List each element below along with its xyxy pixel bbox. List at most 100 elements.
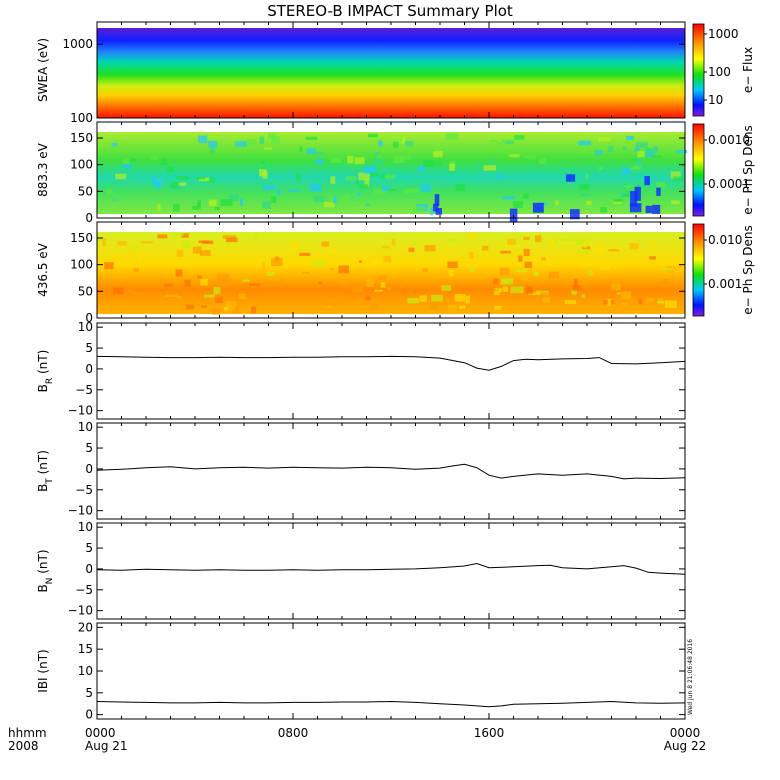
pixel-cell xyxy=(357,283,364,289)
pixel-cell xyxy=(548,271,560,279)
pixel-cell xyxy=(228,305,235,311)
footer-timestamp: Wed Jun 8 21:06:48 2016 xyxy=(687,639,694,715)
pixel-cell xyxy=(374,289,383,292)
pixel-cell xyxy=(496,174,504,178)
pixel-cell xyxy=(375,152,379,155)
y-tick-label: 5 xyxy=(85,441,93,455)
series-line-4 xyxy=(96,355,686,371)
colorbar-tick-label: 0.0010 xyxy=(708,133,750,147)
pixel-cell xyxy=(251,306,257,314)
axes-frame xyxy=(96,322,686,420)
colorbar-tick-label: 10 xyxy=(708,93,723,107)
pixel-cell xyxy=(638,298,643,305)
pixel-cell xyxy=(581,294,586,298)
pixel-cell xyxy=(370,260,381,266)
pixel-cell xyxy=(180,233,189,238)
pixel-cell xyxy=(184,279,191,287)
pixel-cell xyxy=(401,137,406,144)
pixel-cell xyxy=(249,283,261,286)
pixel-cell xyxy=(208,141,218,148)
pixel-cell xyxy=(107,190,111,195)
pixel-cell xyxy=(312,261,325,267)
pixel-cell xyxy=(327,249,337,255)
pixel-cell xyxy=(208,199,217,207)
pitch-angle-map-2 xyxy=(97,232,685,314)
x-tick-label: 0000 xyxy=(670,726,701,740)
y-tick-label: 15 xyxy=(78,642,93,656)
pixel-cell xyxy=(482,245,489,251)
pixel-cell xyxy=(424,245,436,252)
pixel-cell xyxy=(625,135,634,140)
pixel-cell xyxy=(677,265,683,268)
y-tick-label: 10 xyxy=(78,320,93,334)
pixel-cell xyxy=(200,293,207,298)
pixel-cell xyxy=(555,200,559,205)
pixel-cell xyxy=(267,273,273,276)
pixel-cell xyxy=(112,198,117,201)
pixel-cell xyxy=(267,271,276,275)
pixel-cell xyxy=(469,266,474,273)
pixel-cell xyxy=(199,297,212,301)
pixel-cell xyxy=(661,268,674,271)
pixel-cell xyxy=(347,155,354,164)
pixel-cell xyxy=(382,246,390,249)
low-density-spot xyxy=(570,209,580,220)
pixel-cell xyxy=(329,195,334,203)
swea-spectrogram xyxy=(97,28,685,118)
pixel-cell xyxy=(510,286,524,294)
pixel-cell xyxy=(373,158,383,166)
y-tick-label: 10 xyxy=(78,664,93,678)
pixel-cell xyxy=(176,249,184,258)
pixel-cell xyxy=(210,147,215,154)
pixel-cell xyxy=(176,296,182,299)
pixel-cell xyxy=(330,268,334,271)
footer-end-day: Aug 22 xyxy=(664,739,707,753)
pixel-cell xyxy=(502,196,515,200)
pixel-cell xyxy=(122,158,129,165)
pixel-cell xyxy=(514,135,525,140)
pixel-cell xyxy=(318,284,322,288)
pixel-cell xyxy=(290,241,300,250)
pixel-cell xyxy=(111,142,118,147)
pixel-cell xyxy=(393,141,399,148)
pixel-cell xyxy=(306,148,316,155)
pixel-cell xyxy=(299,146,303,152)
pixel-cell xyxy=(580,149,587,154)
pixel-cell xyxy=(526,286,533,294)
pixel-cell xyxy=(611,283,621,291)
pixel-cell xyxy=(261,160,265,165)
y-tick-label: 1000 xyxy=(62,37,93,51)
pixel-cell xyxy=(524,261,532,268)
y-tick-label: 0 xyxy=(85,462,93,476)
pixel-cell xyxy=(214,206,221,211)
x-tick-label: 0000 xyxy=(85,726,116,740)
pixel-cell xyxy=(613,201,622,204)
low-density-spot xyxy=(652,204,661,214)
pixel-cell xyxy=(523,236,530,241)
pixel-cell xyxy=(561,238,574,241)
pixel-cell xyxy=(634,147,640,152)
pixel-cell xyxy=(512,201,523,208)
pixel-cell xyxy=(345,283,349,290)
pixel-cell xyxy=(197,200,201,207)
pixel-cell xyxy=(509,154,520,158)
pixel-cell xyxy=(157,204,161,211)
pixel-cell xyxy=(341,195,351,204)
pixel-cell xyxy=(247,139,257,146)
pixel-cell xyxy=(165,294,178,298)
pixel-cell xyxy=(407,297,419,304)
pixel-cell xyxy=(404,189,409,195)
pixel-cell xyxy=(434,162,442,166)
pixel-cell xyxy=(539,292,548,296)
panel-7: 0 5 10 15 20 0000 0800 1600 0000 IBI (nT) xyxy=(36,620,700,740)
y-label-sub: N xyxy=(45,578,55,585)
colorbar-tick-label: 1000 xyxy=(708,27,739,41)
y-tick-label: 150 xyxy=(70,231,93,245)
pixel-cell xyxy=(423,160,434,167)
pixel-cell xyxy=(533,271,539,277)
y-tick-label: 0 xyxy=(85,708,93,722)
pixel-cell xyxy=(528,292,541,295)
footer-year: 2008 xyxy=(8,739,39,753)
